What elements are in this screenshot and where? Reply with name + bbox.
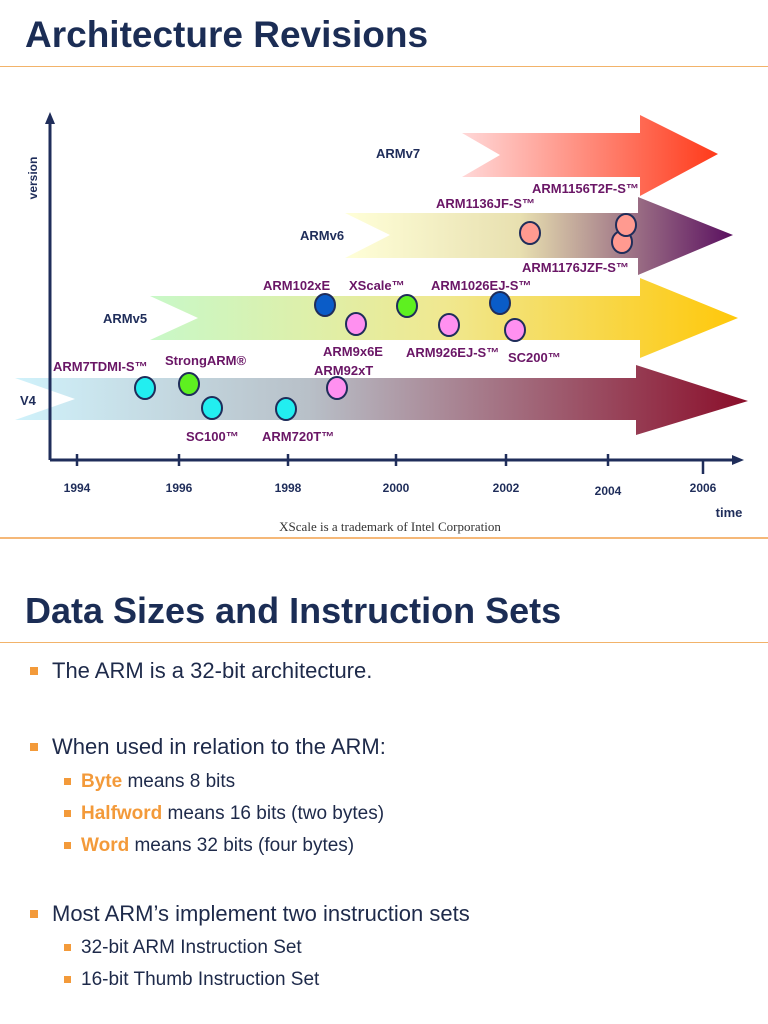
core-marker bbox=[519, 221, 541, 245]
year-tick-label: 1994 bbox=[64, 481, 91, 495]
bullet-square-icon bbox=[64, 842, 71, 849]
slide-separator bbox=[0, 537, 768, 539]
core-label: ARM92xT bbox=[314, 363, 373, 378]
core-marker bbox=[326, 376, 348, 400]
version-label-armv7: ARMv7 bbox=[376, 146, 420, 161]
core-marker bbox=[438, 313, 460, 337]
core-label: SC100™ bbox=[186, 429, 239, 444]
version-label-v4: V4 bbox=[20, 393, 37, 408]
core-marker bbox=[396, 294, 418, 318]
core-marker bbox=[134, 376, 156, 400]
y-axis-arrowhead bbox=[45, 112, 55, 124]
architecture-timeline-diagram: ARMv7 ARMv6 ARMv5 V4 1994 1996 1998 2000… bbox=[15, 112, 748, 534]
core-label: ARM1136JF-S™ bbox=[436, 196, 535, 211]
bullet-square-icon bbox=[30, 910, 38, 918]
bullet-square-icon bbox=[30, 667, 38, 675]
core-label: ARM9x6E bbox=[323, 344, 383, 359]
year-tick-label: 2000 bbox=[383, 481, 410, 495]
core-marker bbox=[504, 318, 526, 342]
year-tick-label: 2004 bbox=[595, 484, 622, 498]
x-axis-label: time bbox=[716, 505, 743, 520]
core-label: ARM926EJ-S™ bbox=[406, 345, 499, 360]
term-halfword: Halfword bbox=[81, 803, 163, 824]
core-marker bbox=[615, 213, 637, 237]
bullet-square-icon bbox=[64, 778, 71, 785]
term-word: Word bbox=[81, 835, 130, 856]
core-marker bbox=[489, 291, 511, 315]
year-tick-label: 1998 bbox=[275, 481, 302, 495]
core-label: ARM720T™ bbox=[262, 429, 334, 444]
slide-title-data-sizes: Data Sizes and Instruction Sets bbox=[25, 590, 562, 631]
bullet-square-icon bbox=[64, 944, 71, 951]
armv7-band-arrow bbox=[462, 115, 718, 196]
core-label: XScale™ bbox=[349, 278, 405, 293]
bullet-square-icon bbox=[30, 743, 38, 751]
core-label: ARM1176JZF-S™ bbox=[522, 260, 629, 275]
core-marker bbox=[345, 312, 367, 336]
title-underline bbox=[0, 66, 768, 67]
core-label: ARM102xE bbox=[263, 278, 331, 293]
core-marker bbox=[314, 293, 336, 317]
core-label: ARM7TDMI-S™ bbox=[53, 359, 148, 374]
core-label: ARM1026EJ-S™ bbox=[431, 278, 531, 293]
bullet-square-icon bbox=[64, 976, 71, 983]
core-marker bbox=[178, 372, 200, 396]
core-marker bbox=[201, 396, 223, 420]
v4-band-arrow bbox=[15, 365, 748, 435]
slide-title-architecture-revisions: Architecture Revisions bbox=[25, 14, 429, 55]
core-marker bbox=[275, 397, 297, 421]
x-axis-arrowhead bbox=[732, 455, 744, 465]
year-tick-label: 2006 bbox=[690, 481, 717, 495]
core-label: ARM1156T2F-S™ bbox=[532, 181, 639, 196]
core-label: SC200™ bbox=[508, 350, 561, 365]
year-tick-label: 1996 bbox=[166, 481, 193, 495]
version-label-armv6: ARMv6 bbox=[300, 228, 344, 243]
term-byte: Byte bbox=[81, 771, 123, 792]
year-tick-label: 2002 bbox=[493, 481, 520, 495]
version-label-armv5: ARMv5 bbox=[103, 311, 147, 326]
bullet-square-icon bbox=[64, 810, 71, 817]
core-label: StrongARM® bbox=[165, 353, 246, 368]
y-axis-label: version bbox=[26, 157, 40, 200]
title-underline bbox=[0, 642, 768, 643]
trademark-footnote: XScale is a trademark of Intel Corporati… bbox=[279, 519, 501, 534]
